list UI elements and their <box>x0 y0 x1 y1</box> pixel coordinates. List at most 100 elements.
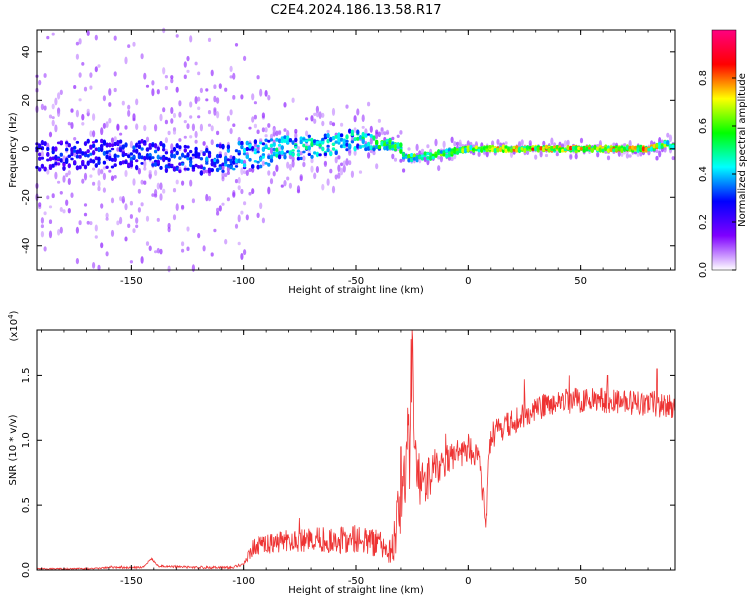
spectrogram-cell <box>232 72 236 80</box>
spectrogram-cell <box>264 138 268 142</box>
spectrogram-cell <box>450 156 454 162</box>
spectrogram-cell <box>315 141 320 144</box>
spectrogram-cell <box>294 137 298 143</box>
spectrogram-cell <box>623 143 627 147</box>
spectrogram-cell <box>57 180 61 184</box>
spectrogram-cell <box>167 226 171 233</box>
spectrogram-cell <box>291 159 295 168</box>
spectrogram-cell <box>124 236 128 242</box>
spectrogram-cell <box>261 142 266 146</box>
spectrogram-cell <box>172 130 177 135</box>
snr-x-tick-label: -50 <box>348 576 364 587</box>
spectrogram-cell <box>340 122 344 127</box>
colorbar-tick-label: 0.8 <box>698 70 709 86</box>
spectrogram-cell <box>353 145 357 152</box>
spectrogram-cell <box>372 147 376 152</box>
spectrogram-cell <box>286 135 290 141</box>
spectrogram-cell <box>81 62 85 66</box>
spectrogram-cell <box>178 162 182 166</box>
spectrogram-cell <box>38 152 42 157</box>
spectrogram-cell <box>288 163 292 171</box>
spectrogram-cell <box>70 148 74 153</box>
spectrogram-cell <box>539 146 543 151</box>
spectrogram-cell <box>40 163 45 169</box>
spectrogram-cell <box>116 123 120 131</box>
spectrogram-cell <box>323 161 327 167</box>
spectrogram-cell <box>652 143 656 149</box>
spectrogram-cell <box>48 114 53 119</box>
spectrogram-cell <box>140 147 144 151</box>
spectrogram-cell <box>366 146 371 151</box>
spectrogram-cell <box>78 154 82 159</box>
spectrogram-cell <box>531 147 535 151</box>
spectrogram-cell <box>428 155 433 161</box>
spectrogram-cell <box>288 150 293 155</box>
spectrogram-cell <box>81 162 85 167</box>
spectrogram-cell <box>153 161 158 167</box>
spectrogram-cell <box>240 253 244 260</box>
spectrogram-cell <box>407 153 411 159</box>
spectrogram-cell <box>628 154 632 158</box>
spectrogram-cell <box>137 140 142 145</box>
spectrogram-cell <box>210 69 214 77</box>
spectrogram-cell <box>391 144 395 149</box>
spectrogram-cell <box>261 127 265 133</box>
spectrogram-cell <box>485 145 489 150</box>
spectrogram-cell <box>334 134 338 139</box>
spectrogram-cell <box>340 167 344 176</box>
spectrogram-cell <box>393 143 398 150</box>
spectrogram-cell <box>259 141 263 145</box>
spectrogram-cell <box>240 94 244 100</box>
spectrogram-cell <box>113 163 117 168</box>
spectrogram-cell <box>210 252 214 257</box>
spectrogram-cell <box>520 147 524 151</box>
spectrogram-cell <box>162 147 166 152</box>
spectrogram-cell <box>56 158 61 162</box>
spectrogram-cell <box>113 71 117 77</box>
spectrogram-cell <box>428 152 433 156</box>
spectrogram-cell <box>245 154 249 159</box>
spectrogram-cell <box>97 186 101 192</box>
spectrogram-cell <box>143 160 147 168</box>
spectrogram-cell <box>113 141 117 147</box>
spectrogram-cell <box>272 128 276 133</box>
spectrogram-cell <box>189 179 193 187</box>
spectrogram-cell <box>62 162 66 167</box>
spectrogram-cell <box>318 153 322 157</box>
spectrogram-cell <box>307 153 311 156</box>
spectrogram-cell <box>105 217 109 221</box>
spectrogram-cell <box>520 139 524 146</box>
spectrogram-cell <box>245 169 249 176</box>
spectrogram-cell <box>83 203 88 207</box>
spectrogram-cell <box>73 137 77 141</box>
spectrogram-cell <box>162 67 166 75</box>
spectrogram-cell <box>148 143 152 148</box>
spectrogram-cell <box>275 164 279 172</box>
spectrogram-cell <box>194 130 198 139</box>
spectrogram-cell <box>43 105 47 111</box>
spectrogram-cell <box>256 129 260 135</box>
spectrogram-cell <box>296 146 301 150</box>
spectrogram-cell <box>172 188 177 193</box>
figure-title: C2E4.2024.186.13.58.R17 <box>270 3 441 18</box>
spectrogram-cell <box>62 155 66 164</box>
spectrogram-cell <box>259 138 263 142</box>
spectrogram-cell <box>226 115 230 122</box>
snr-scale-suffix: ) <box>9 310 20 314</box>
spectrogram-cell <box>51 116 55 120</box>
spectrogram-cell <box>550 145 554 150</box>
spectrogram-cell <box>159 156 163 160</box>
spectrogram-cell <box>453 153 457 160</box>
spectrogram-cell <box>323 152 328 156</box>
spectrogram-cell <box>108 143 112 147</box>
spectrogram-cell <box>251 93 255 101</box>
spectrogram-cell <box>426 152 430 156</box>
spectrogram-cell <box>170 78 174 84</box>
spectrogram-cell <box>78 38 82 45</box>
spectrogram-cell <box>566 139 570 146</box>
spectrogram-cell <box>56 162 61 166</box>
spectrogram-cell <box>558 147 562 153</box>
spectrogram-cell <box>288 138 293 143</box>
spectrogram-cell <box>283 102 287 108</box>
spectrogram-cell <box>183 74 187 80</box>
